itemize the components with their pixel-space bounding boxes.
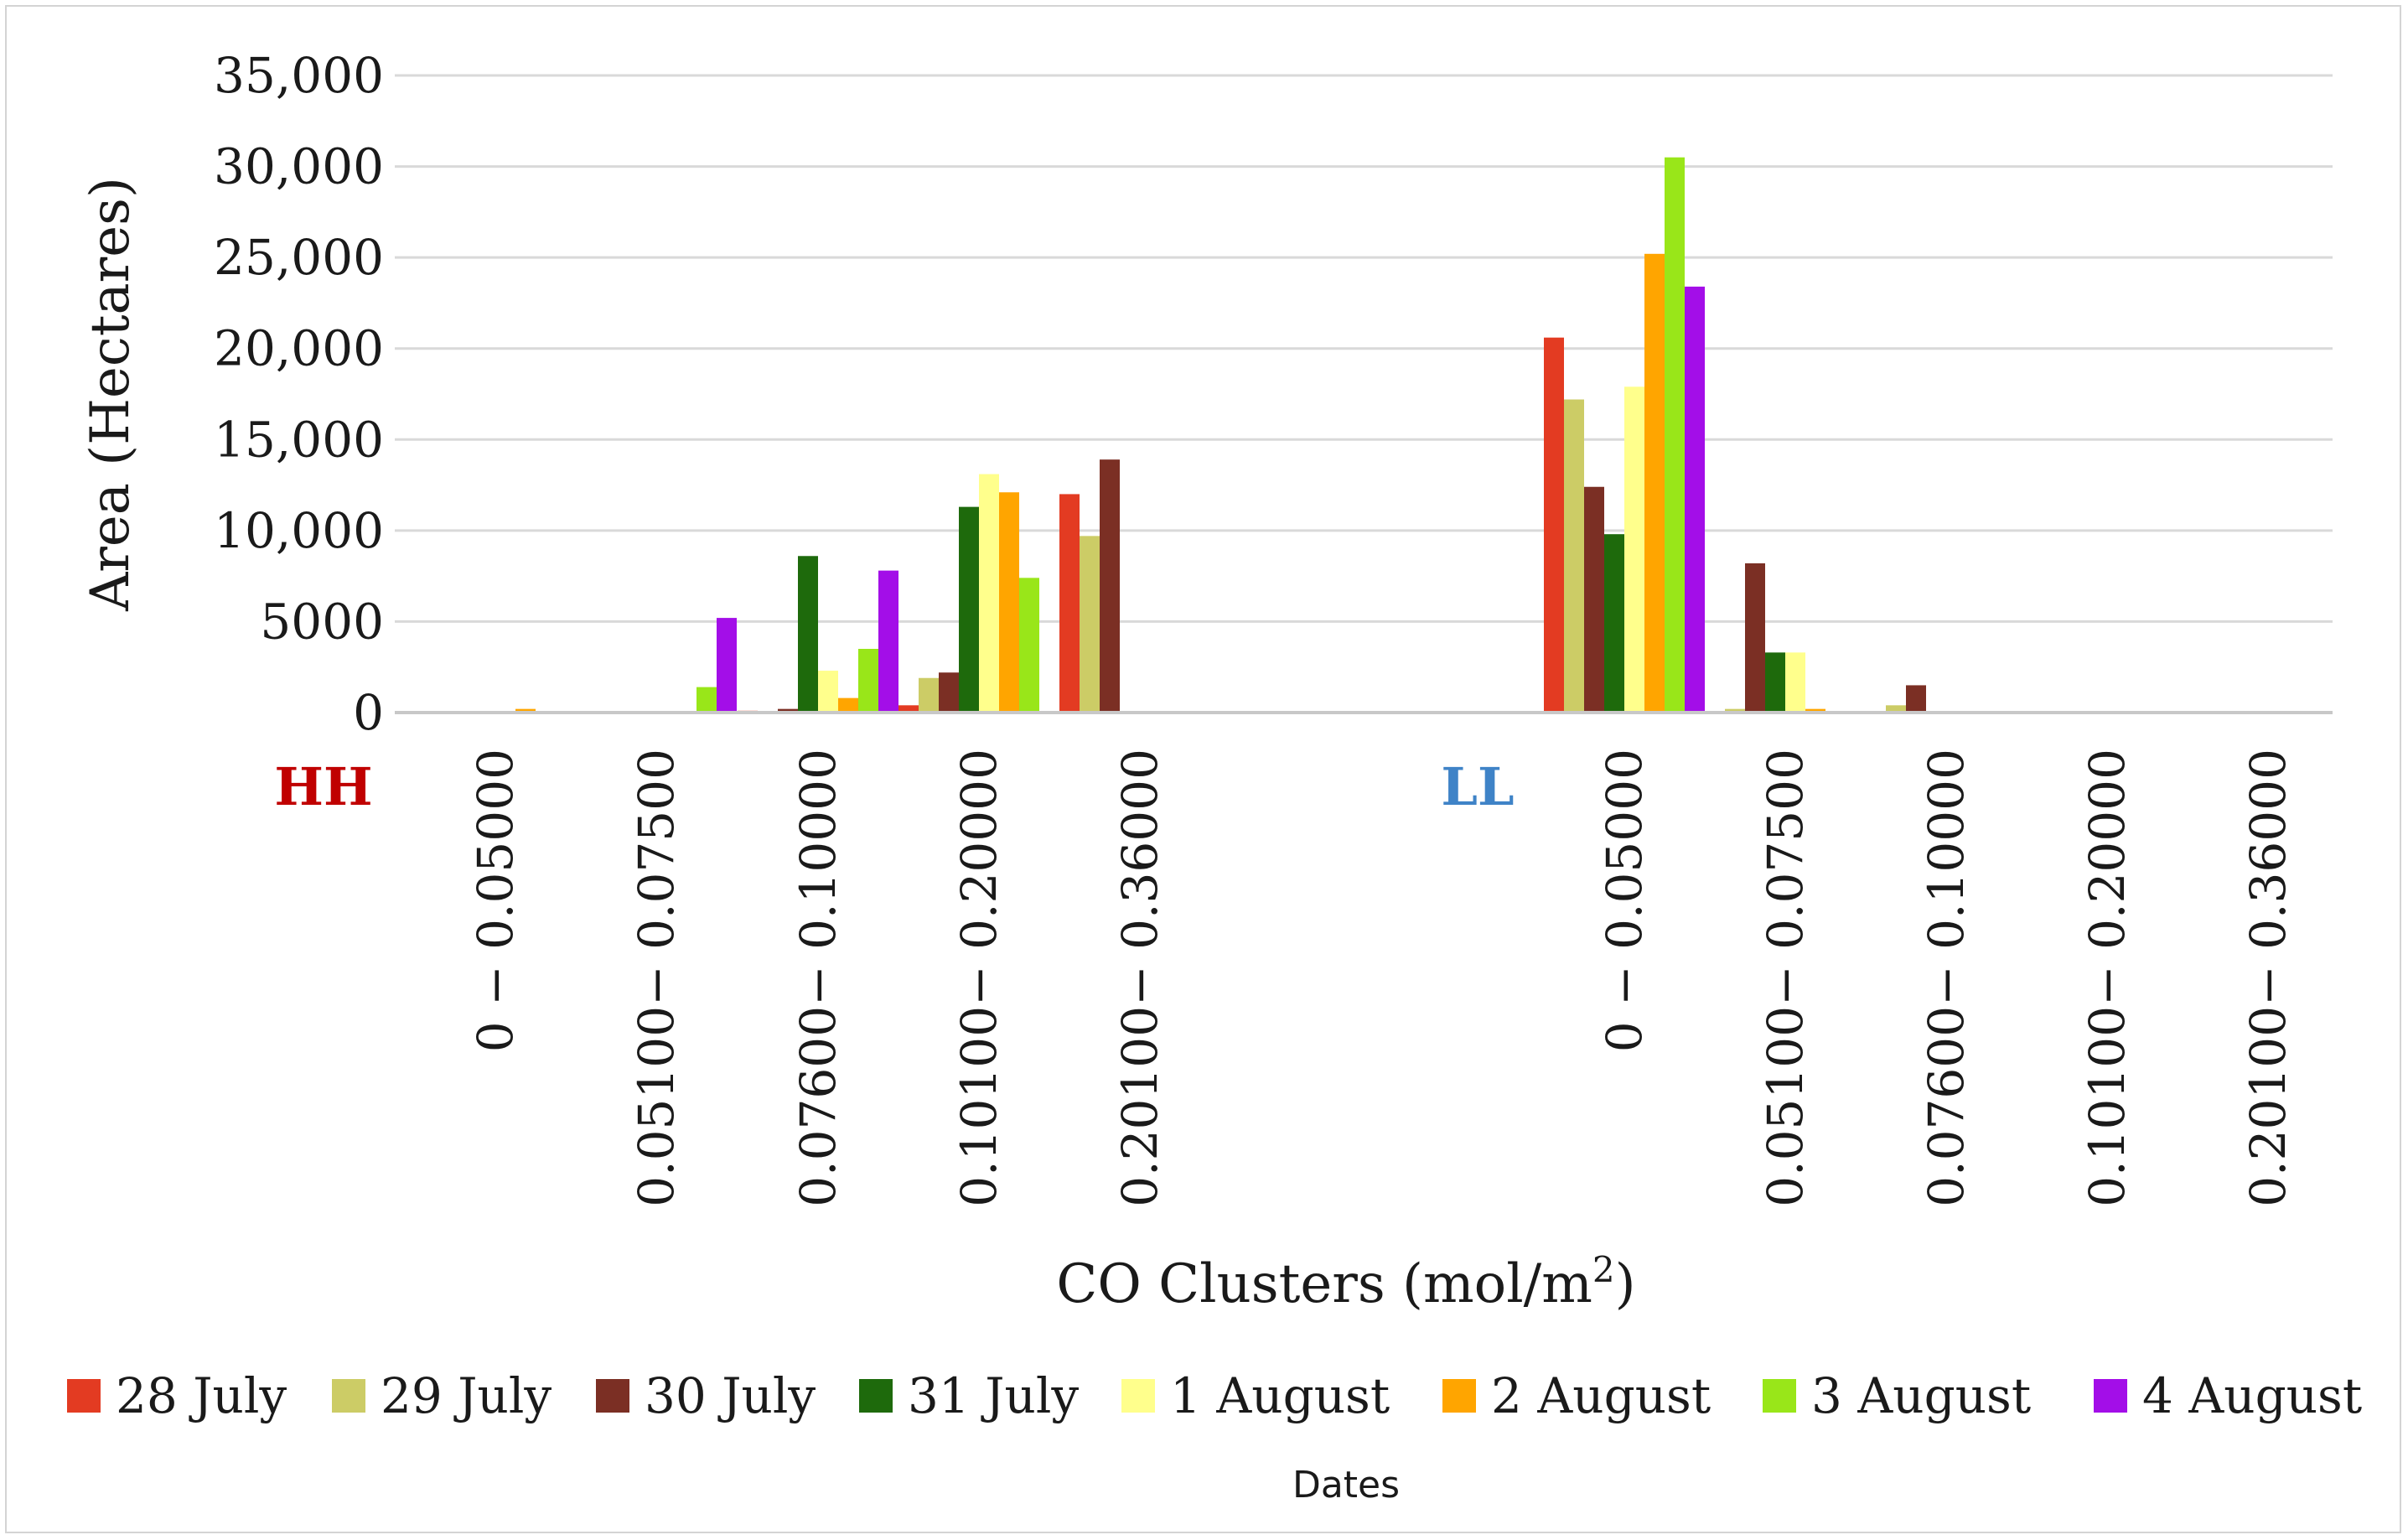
bar xyxy=(1644,253,1665,713)
y-tick-label: 20,000 xyxy=(214,320,384,377)
bar xyxy=(959,506,979,713)
bar xyxy=(717,618,737,713)
legend-label: 4 August xyxy=(2142,1367,2362,1424)
bar-chart: 0 5000 10,000 15,000 20,000 25,000 30,000 35,00… xyxy=(67,47,2362,1506)
bar xyxy=(1805,708,1825,713)
bar xyxy=(798,556,818,713)
legend-swatch xyxy=(596,1379,629,1413)
legend: 28 July 29 July 30 July 31 July 1 August 2 Au… xyxy=(67,1367,2362,1506)
category-label: 0.05100− 0.07500 xyxy=(628,749,685,1207)
bar xyxy=(999,492,1019,713)
bar xyxy=(979,474,999,713)
bar xyxy=(1685,286,1705,713)
bar xyxy=(1604,534,1624,713)
bar xyxy=(878,570,898,713)
bar xyxy=(1564,399,1584,713)
labels: 0 5000 10,000 15,000 20,000 25,000 30,000 35,00… xyxy=(80,47,2297,1315)
bar xyxy=(1745,563,1765,713)
y-tick-label: 35,000 xyxy=(214,47,384,104)
legend-swatch xyxy=(1442,1379,1476,1413)
bar xyxy=(898,705,919,713)
bars xyxy=(515,157,1926,713)
legend-swatch xyxy=(859,1379,893,1413)
chart-frame: 0 5000 10,000 15,000 20,000 25,000 30,000 35,00… xyxy=(5,5,2401,1533)
gridlines xyxy=(395,74,2333,623)
legend-swatch xyxy=(67,1379,101,1413)
bar xyxy=(1624,386,1644,713)
legend-title: Dates xyxy=(1292,1464,1400,1506)
x-axis-title: CO Clusters (mol/m2) xyxy=(1056,1249,1635,1315)
y-axis-title: Area (Hectares) xyxy=(80,177,142,612)
bar xyxy=(515,708,536,713)
group-label-hh: HH xyxy=(274,756,372,817)
bar xyxy=(1100,459,1120,713)
bar xyxy=(697,687,717,713)
category-label: 0.20100− 0.36000 xyxy=(1111,749,1168,1207)
legend-label: 1 August xyxy=(1170,1367,1390,1424)
bar xyxy=(1059,494,1080,713)
legend-label: 3 August xyxy=(1811,1367,2031,1424)
legend-label: 31 July xyxy=(908,1367,1079,1424)
y-tick-label: 0 xyxy=(353,684,384,741)
bar xyxy=(1906,685,1926,713)
y-tick-label: 15,000 xyxy=(214,411,384,468)
bar xyxy=(1584,486,1604,713)
group-label-ll: LL xyxy=(1441,756,1514,817)
y-tick-label: 30,000 xyxy=(214,138,384,195)
y-tick-label: 10,000 xyxy=(214,502,384,559)
legend-label: 30 July xyxy=(645,1367,816,1424)
y-tick-label: 25,000 xyxy=(214,229,384,286)
bar xyxy=(1785,652,1805,713)
bar xyxy=(1886,705,1906,713)
bar xyxy=(1665,157,1685,713)
bar xyxy=(919,677,939,713)
legend-label: 29 July xyxy=(381,1367,552,1424)
legend-swatch xyxy=(1121,1379,1155,1413)
legend-swatch xyxy=(2094,1379,2127,1413)
bar xyxy=(818,671,838,713)
bar xyxy=(1080,536,1100,713)
y-tick-label: 5000 xyxy=(260,593,384,650)
legend-label: 28 July xyxy=(116,1367,287,1424)
category-label: 0 − 0.05000 xyxy=(467,749,524,1052)
category-label: 0.20100− 0.36000 xyxy=(2240,749,2297,1207)
bar xyxy=(1544,337,1564,713)
category-label: 0.10100− 0.20000 xyxy=(950,749,1007,1207)
category-label: 0.07600− 0.10000 xyxy=(790,749,847,1207)
legend-swatch xyxy=(332,1379,365,1413)
legend-swatch xyxy=(1763,1379,1796,1413)
bar xyxy=(838,697,858,713)
category-label: 0.07600− 0.10000 xyxy=(1918,749,1975,1207)
category-label: 0 − 0.05000 xyxy=(1596,749,1653,1052)
bar xyxy=(1725,708,1745,713)
bar xyxy=(778,708,798,713)
category-label: 0.05100− 0.07500 xyxy=(1757,749,1814,1207)
bar xyxy=(939,672,959,713)
category-label: 0.10100− 0.20000 xyxy=(2079,749,2136,1207)
bar xyxy=(858,649,878,713)
bar xyxy=(1765,652,1785,713)
legend-label: 2 August xyxy=(1491,1367,1711,1424)
bar xyxy=(1019,578,1039,713)
